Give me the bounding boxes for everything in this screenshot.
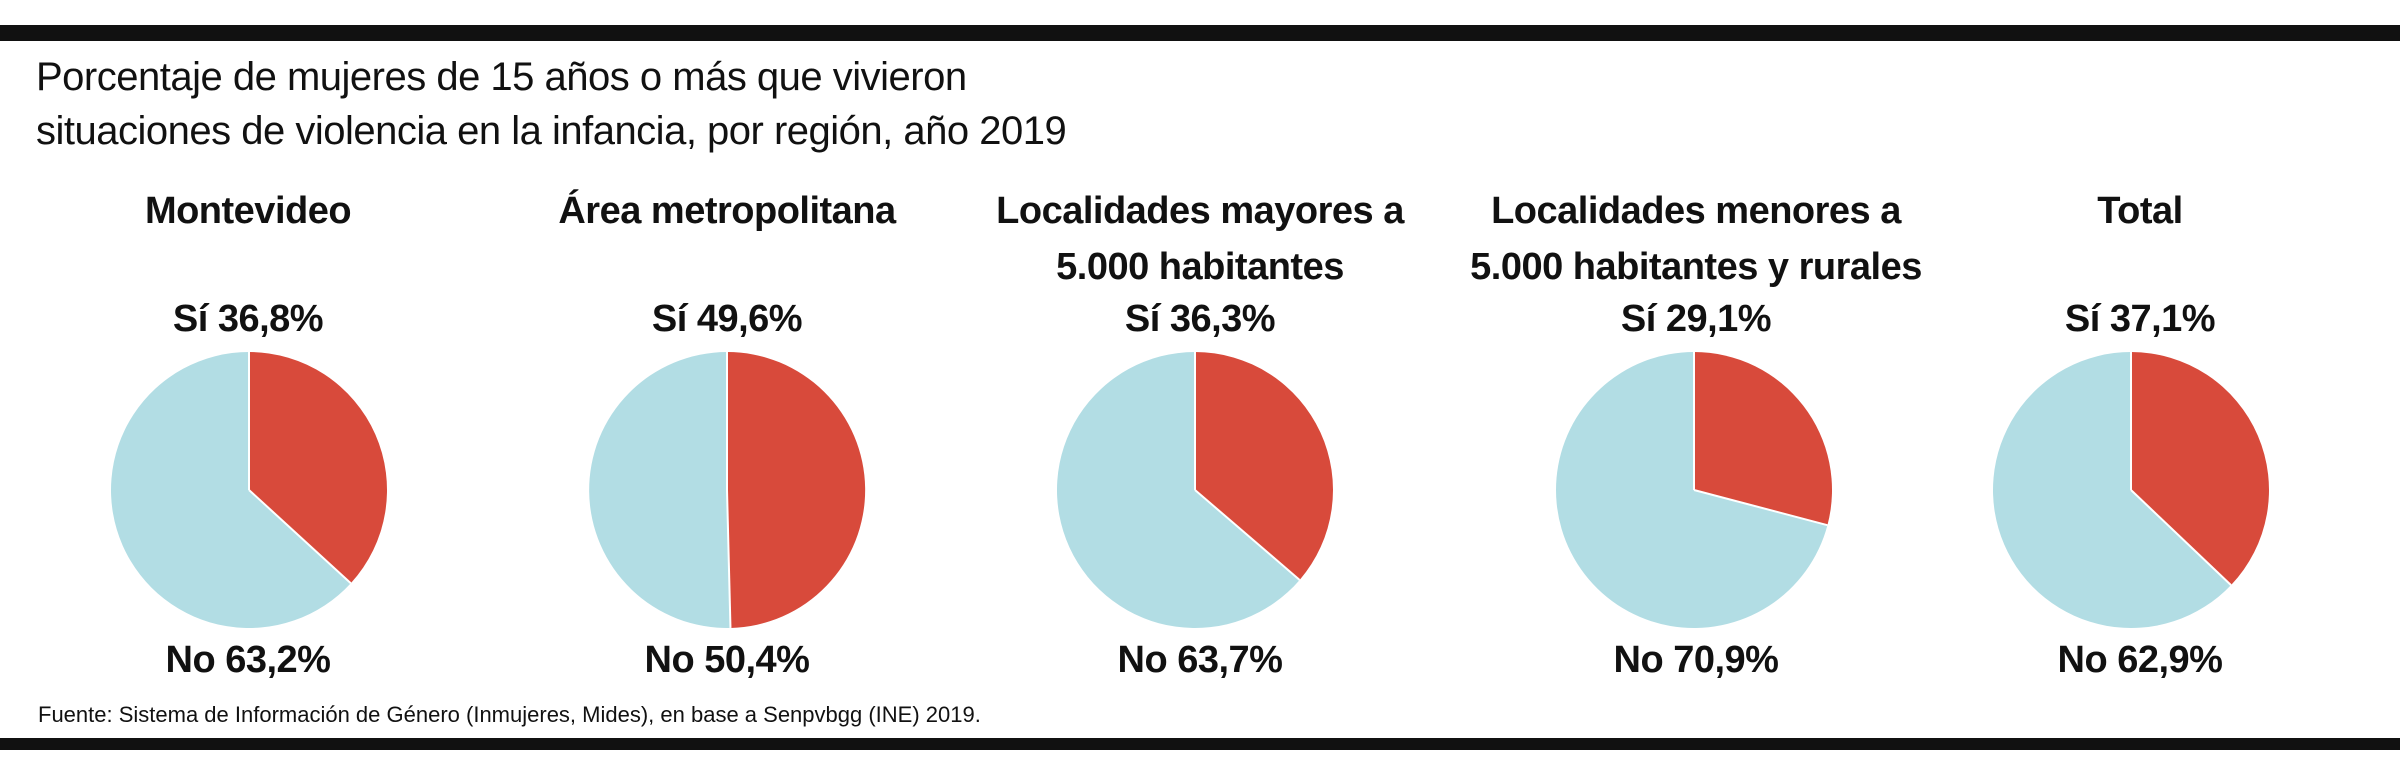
pie-chart-montevideo: Montevideo Sí 36,8% No 63,2% [13,183,483,688]
pie-chart-localidades-menores: Localidades menores a 5.000 habitantes y… [1461,183,1931,688]
pie-title: Localidades menores a 5.000 habitantes y… [1470,190,1922,288]
si-label: Sí 49,6% [651,298,803,340]
no-label: No 63,2% [165,639,331,681]
title-line-1: Porcentaje de mujeres de 15 años o más q… [36,55,967,99]
slice-no [1993,352,2231,628]
slice-separator [248,489,352,584]
si-label: Sí 36,8% [172,298,324,340]
si-label: Sí 37,1% [2064,298,2216,340]
slice-si [1694,352,1833,526]
pie [111,352,388,628]
slice-separator [1693,489,1828,527]
pie [1556,352,1833,628]
bottom-rule [0,738,2400,750]
slice-si [2131,352,2269,586]
slice-separator [726,489,732,628]
no-label: No 70,9% [1613,639,1779,681]
slice-no [1056,352,1300,628]
si-label: Sí 29,1% [1620,298,1772,340]
pie-title: Montevideo [144,190,352,232]
chart-title: Porcentaje de mujeres de 15 años o más q… [36,50,1236,158]
slice-si [1195,352,1333,580]
slice-separator [2130,489,2232,586]
pie-title: Área metropolitana [558,190,896,232]
pie-chart-localidades-mayores: Localidades mayores a 5.000 habitantes S… [965,183,1435,688]
no-label: No 50,4% [644,639,810,681]
slice-si [727,351,866,628]
pie-title: Total [2097,190,2183,232]
slice-si [249,352,388,584]
title-line-2: situaciones de violencia en la infancia,… [36,109,1067,153]
pie-title: Localidades mayores a 5.000 habitantes [996,190,1404,288]
pie-chart-area-metropolitana: Área metropolitana Sí 49,6% No 50,4% [492,183,962,688]
pie [1993,352,2269,628]
pie [1056,352,1333,628]
si-label: Sí 36,3% [1124,298,1276,340]
pie [589,351,866,628]
no-label: No 62,9% [2057,639,2223,681]
top-rule [0,25,2400,41]
no-label: No 63,7% [1117,639,1283,681]
slice-no [1556,352,1828,628]
source-note: Fuente: Sistema de Información de Género… [38,702,981,727]
slice-separator [1194,489,1301,581]
slice-no [589,352,731,628]
pie-chart-total: Total Sí 37,1% No 62,9% [1905,183,2375,688]
slice-no [111,352,351,628]
